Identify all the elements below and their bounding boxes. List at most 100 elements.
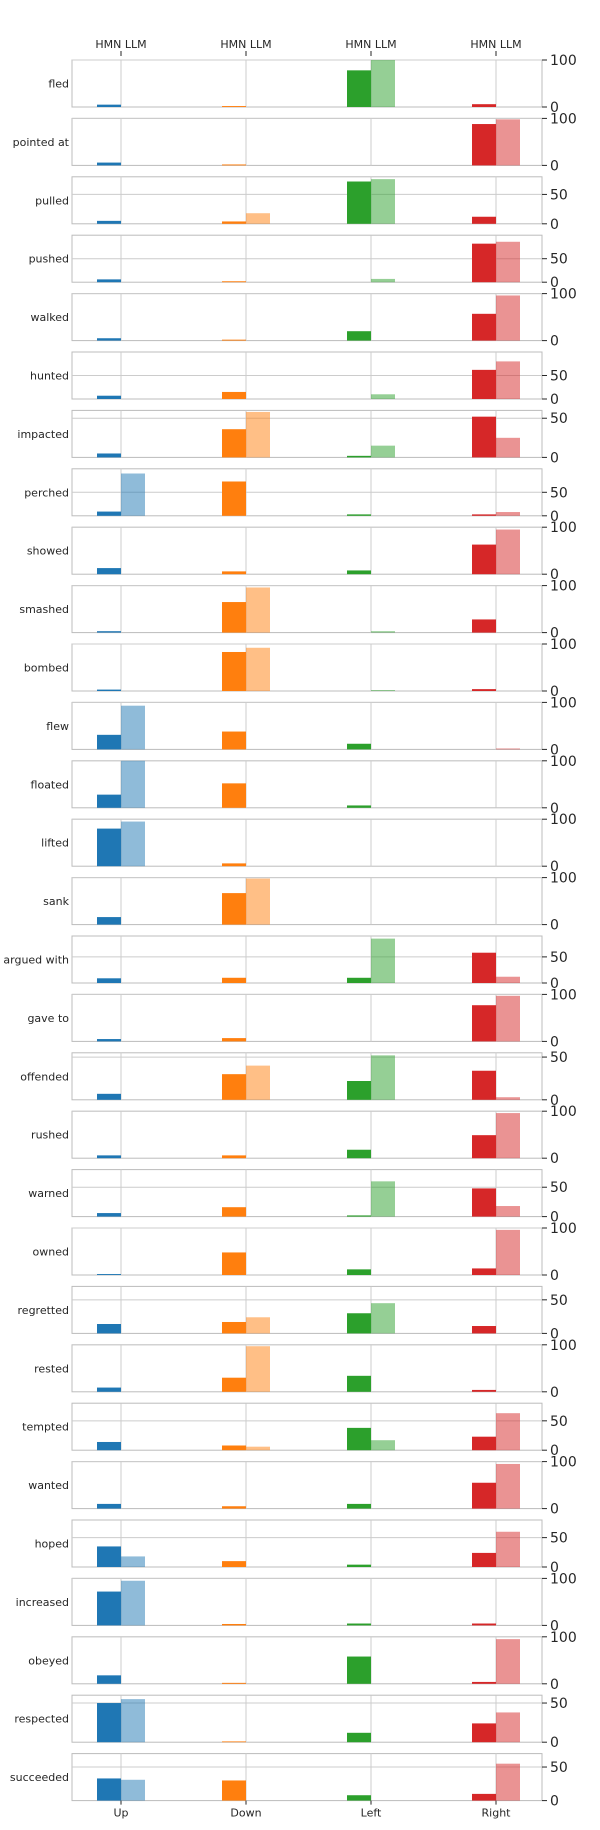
bar-hmn-left — [347, 1732, 371, 1743]
panel-sank: 0 100 sank — [43, 871, 577, 934]
bar-llm-right — [496, 1531, 520, 1567]
bar-hmn-down — [222, 651, 246, 691]
bar-hmn-down — [222, 1207, 246, 1217]
y-tick-label: 100 — [550, 1455, 577, 1471]
bar-llm-up — [121, 1699, 145, 1743]
y-tick-label: 0 — [550, 1093, 559, 1109]
bar-llm-down — [246, 587, 270, 633]
panel-frame — [71, 1227, 543, 1276]
bar-hmn-left — [347, 1656, 371, 1684]
panel-fled: 0 100 fled — [48, 53, 576, 116]
panel-label: hoped — [35, 1538, 69, 1551]
panel-respected: 0 50 respected — [14, 1694, 568, 1751]
y-tick-label: 50 — [550, 485, 568, 501]
panel-label: respected — [14, 1713, 69, 1726]
bar-hmn-right — [472, 369, 496, 399]
bar-hmn-up — [97, 1546, 121, 1567]
panel-argued-with: 0 50 argued with — [3, 935, 568, 992]
y-tick-label: 100 — [550, 520, 577, 536]
panel-label: wanted — [28, 1479, 69, 1492]
bar-hmn-up — [97, 1441, 121, 1451]
bar-llm-down — [246, 411, 270, 458]
bar-llm-left — [371, 278, 395, 283]
y-tick-label: 100 — [550, 579, 577, 595]
panel-label: showed — [27, 545, 69, 558]
y-tick-label: 0 — [550, 158, 559, 174]
panel-frame — [71, 1285, 543, 1334]
header-label: HMN LLM — [220, 38, 271, 51]
panel-impacted: 0 50 impacted — [17, 409, 568, 466]
bar-llm-right — [496, 437, 520, 458]
y-tick-label: 0 — [550, 1034, 559, 1050]
panel-frame — [71, 1110, 543, 1159]
bar-llm-up — [121, 1580, 145, 1626]
panel-frame — [71, 1052, 543, 1101]
bar-hmn-left — [347, 1215, 371, 1217]
bar-hmn-left — [347, 514, 371, 516]
y-tick-label: 0 — [550, 1443, 559, 1459]
y-tick-label: 0 — [550, 684, 559, 700]
panel-frame — [71, 1402, 543, 1451]
bar-llm-down — [246, 1317, 270, 1334]
bar-hmn-right — [472, 544, 496, 575]
y-tick-label: 100 — [550, 871, 577, 887]
panel-label: gave to — [27, 1012, 69, 1025]
header-label: HMN LLM — [95, 38, 146, 51]
bar-hmn-down — [222, 221, 246, 224]
y-tick-label: 0 — [550, 217, 559, 233]
bar-hmn-up — [97, 453, 121, 458]
panel-showed: 0 100 showed — [27, 520, 577, 583]
y-tick-label: 100 — [550, 1104, 577, 1120]
bar-hmn-left — [347, 977, 371, 983]
bar-hmn-left — [347, 1623, 371, 1626]
bar-hmn-left — [347, 743, 371, 750]
y-tick-label: 100 — [550, 111, 577, 127]
bar-hmn-down — [222, 893, 246, 925]
bar-llm-up — [121, 760, 145, 808]
bar-hmn-down — [222, 571, 246, 575]
bar-hmn-right — [472, 1482, 496, 1509]
header-label: HMN LLM — [470, 38, 521, 51]
bar-hmn-down — [222, 1682, 246, 1684]
bar-hmn-down — [222, 1780, 246, 1801]
bar-hmn-up — [97, 1213, 121, 1217]
panel-succeeded: 0 50 succeeded — [10, 1753, 568, 1810]
bar-hmn-up — [97, 395, 121, 399]
panel-regretted: 0 50 regretted — [18, 1285, 568, 1342]
bar-llm-right — [496, 1712, 520, 1743]
bar-hmn-down — [222, 602, 246, 633]
panel-pulled: 0 50 pulled — [35, 176, 568, 233]
panel-frame — [71, 1519, 543, 1568]
bar-hmn-right — [472, 243, 496, 283]
y-tick-label: 0 — [550, 509, 559, 525]
bar-llm-left — [371, 690, 395, 691]
panel-gave-to: 0 100 gave to — [27, 987, 576, 1050]
bar-llm-right — [496, 512, 520, 516]
panel-rushed: 0 100 rushed — [31, 1104, 577, 1167]
y-tick-label: 0 — [550, 567, 559, 583]
panel-frame — [71, 935, 543, 984]
bar-hmn-right — [472, 1326, 496, 1334]
y-tick-label: 100 — [550, 1221, 577, 1237]
y-tick-label: 50 — [550, 369, 568, 385]
y-tick-label: 100 — [550, 1630, 577, 1646]
bar-hmn-left — [347, 1503, 371, 1509]
bar-hmn-up — [97, 568, 121, 575]
bar-llm-right — [496, 1206, 520, 1217]
bar-llm-down — [246, 213, 270, 224]
bar-hmn-right — [472, 1681, 496, 1684]
bar-llm-right — [496, 295, 520, 341]
panel-increased: 0 100 increased — [16, 1571, 577, 1634]
panel-label: bombed — [24, 662, 69, 675]
bar-hmn-right — [472, 1436, 496, 1451]
panel-label: lifted — [41, 837, 69, 850]
bar-llm-right — [496, 119, 520, 166]
bar-hmn-right — [472, 1793, 496, 1801]
panel-label: sank — [43, 895, 69, 908]
bar-hmn-right — [472, 1005, 496, 1042]
bar-hmn-left — [347, 570, 371, 575]
bar-hmn-left — [347, 70, 371, 107]
bar-hmn-up — [97, 631, 121, 633]
bar-llm-right — [496, 361, 520, 399]
